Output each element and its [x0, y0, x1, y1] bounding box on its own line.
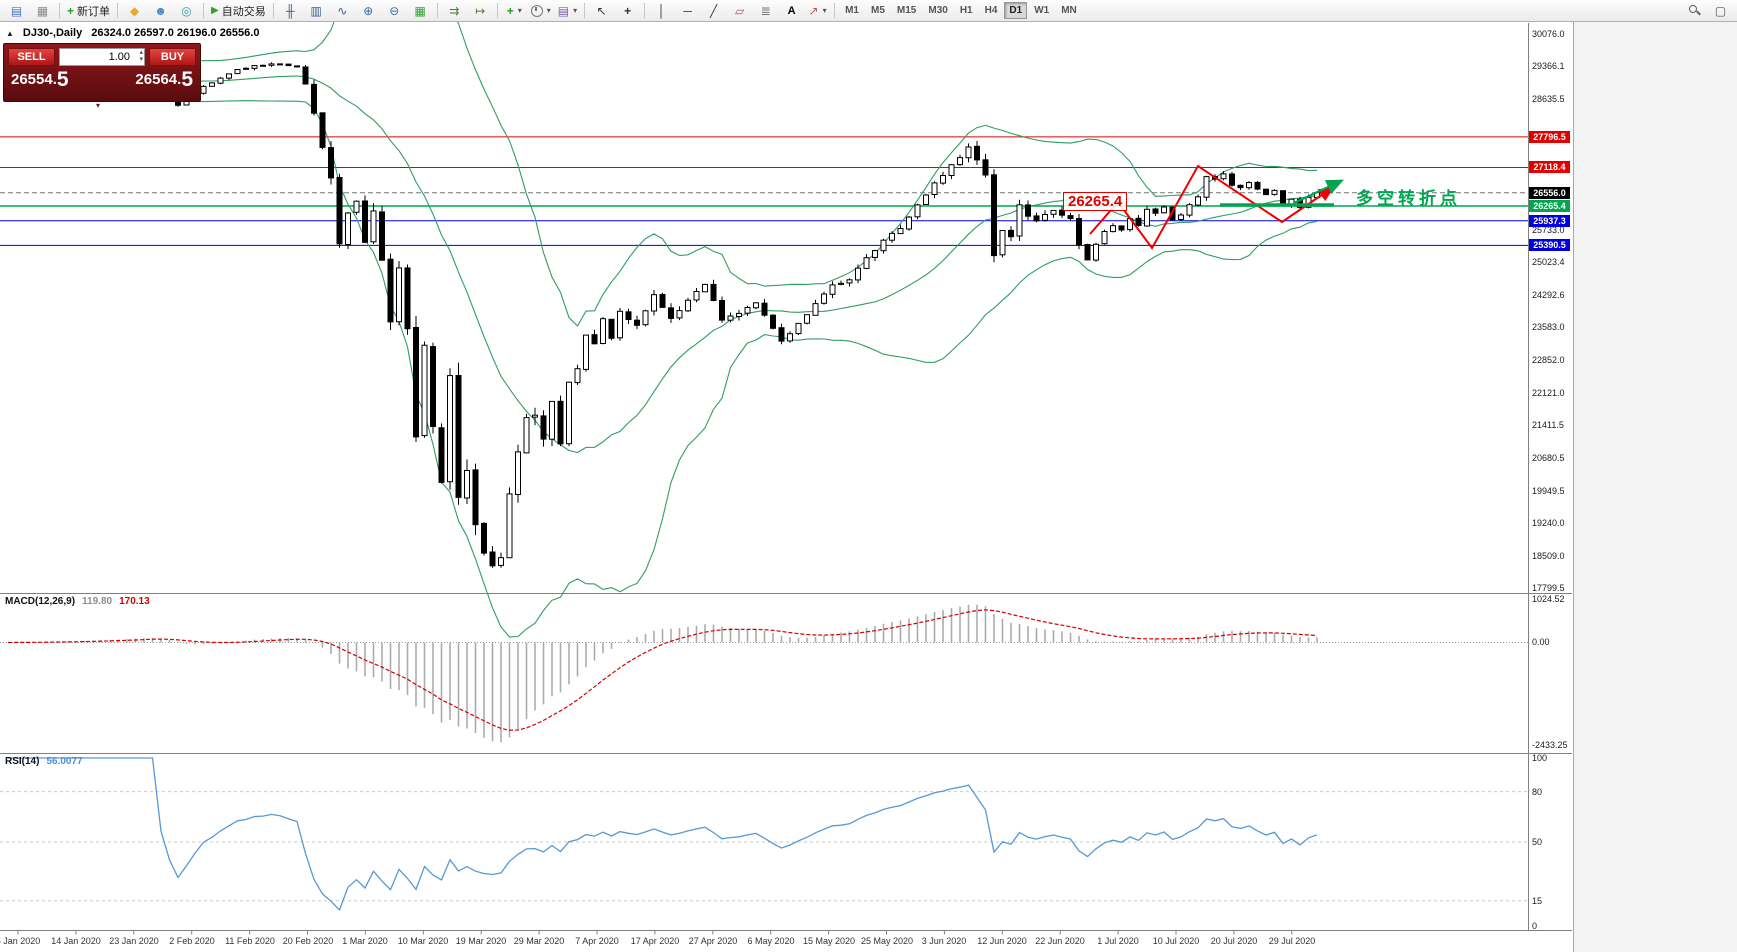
- rsi-label: RSI(14) 56.0077: [5, 756, 83, 767]
- chevron-down-icon: ▾: [822, 6, 827, 15]
- toolbar-separator: [644, 3, 646, 18]
- rsi-name: RSI(14): [5, 756, 40, 767]
- candlestick-chart-icon[interactable]: ▥: [310, 3, 322, 18]
- right-dock-area: [1573, 22, 1737, 952]
- chevron-down-icon: ▾: [517, 6, 522, 15]
- timeframe-d1[interactable]: D1: [1004, 2, 1028, 19]
- toolbar-separator: [272, 3, 274, 18]
- macd-label: MACD(12,26,9) 119.80 170.13: [5, 596, 150, 607]
- toolbar: ▤ ▦ + 新订单 ◆ ☻ ◎ ▶ 自动交易 ╫ ▥ ∿ ⊕ ⊖ ▦ ⇉ ↦ +…: [0, 0, 1737, 22]
- metaquotes-icon[interactable]: ◆: [129, 3, 140, 18]
- ohlc-values: 26324.0 26597.0 26196.0 26556.0: [91, 27, 260, 39]
- timeframe-m30[interactable]: M30: [928, 5, 948, 16]
- fibonacci-icon[interactable]: ≣: [760, 3, 771, 18]
- profiles-icon[interactable]: ▦: [36, 3, 49, 18]
- toolbar-separator: [584, 3, 586, 18]
- chart-ohlc-header: ▲ DJ30-,Daily 26324.0 26597.0 26196.0 26…: [6, 27, 259, 39]
- sell-price: 26554. 5: [11, 68, 69, 91]
- timeframe-mn[interactable]: MN: [1061, 5, 1077, 16]
- autotrading-label: 自动交易: [221, 5, 266, 18]
- annotation-turning-point-text[interactable]: 多空转折点: [1356, 189, 1461, 208]
- search-icon[interactable]: [1682, 1, 1707, 21]
- timeframe-w1[interactable]: W1: [1034, 5, 1050, 16]
- community-icon[interactable]: ☻: [154, 3, 167, 18]
- clock-icon: [530, 4, 543, 17]
- periods-icon[interactable]: ▾: [528, 1, 554, 21]
- trendline-icon[interactable]: ╱: [709, 3, 718, 18]
- new-order-label: 新订单: [77, 5, 111, 18]
- one-click-trading-panel: SELL 1.00 ▴ ▾ BUY 26554. 5 26564. 5: [3, 43, 201, 102]
- symbol-label: DJ30-,Daily: [22, 27, 83, 39]
- buy-button[interactable]: BUY: [149, 48, 196, 66]
- one-click-toggle-icon[interactable]: ▲: [6, 28, 14, 38]
- timeframe-bar: M1 M5 M15 M30 H1 H4 D1 W1 MN: [839, 2, 1083, 19]
- macd-name: MACD(12,26,9): [5, 596, 76, 607]
- toolbar-separator: [436, 3, 438, 18]
- chart-shift-icon[interactable]: ↦: [475, 3, 486, 18]
- macd-value-main: 119.80: [82, 596, 113, 607]
- new-chart-icon[interactable]: ▤: [10, 3, 23, 18]
- sell-button[interactable]: SELL: [8, 48, 55, 66]
- zoom-in-icon[interactable]: ⊕: [363, 3, 374, 18]
- sell-price-frac: 5: [56, 68, 69, 91]
- new-order-button[interactable]: + 新订单: [64, 1, 113, 21]
- fullscreen-icon[interactable]: ▢: [1714, 3, 1727, 18]
- indicators-icon[interactable]: + ▾: [506, 3, 522, 18]
- bar-chart-icon[interactable]: ╫: [285, 3, 295, 18]
- timeframe-h1[interactable]: H1: [959, 5, 973, 16]
- toolbar-separator: [496, 3, 498, 18]
- volume-value: 1.00: [108, 51, 130, 63]
- annotation-price-label[interactable]: 26265.4: [1063, 192, 1128, 211]
- toolbar-separator: [834, 3, 836, 18]
- volume-spinner[interactable]: ▴ ▾: [139, 49, 143, 63]
- new-order-plus-icon: +: [67, 3, 75, 18]
- vertical-line-icon[interactable]: │: [657, 3, 666, 18]
- zoom-out-icon[interactable]: ⊖: [389, 3, 400, 18]
- buy-price-main: 26564.: [135, 71, 182, 88]
- auto-scroll-icon[interactable]: ⇉: [449, 3, 460, 18]
- text-label-icon[interactable]: A: [787, 4, 796, 17]
- toolbar-separator: [117, 3, 119, 18]
- chevron-down-icon: ▾: [573, 6, 578, 15]
- timeframe-m1[interactable]: M1: [845, 5, 859, 16]
- trade-panel-collapse-icon[interactable]: ▾: [96, 101, 101, 110]
- volume-field[interactable]: 1.00 ▴ ▾: [59, 48, 145, 66]
- templates-icon[interactable]: ▤ ▾: [557, 3, 578, 18]
- chevron-down-icon: ▾: [546, 6, 551, 15]
- arrows-tool-icon[interactable]: ↗ ▾: [808, 3, 827, 18]
- line-chart-icon[interactable]: ∿: [337, 3, 348, 18]
- timeframe-h4[interactable]: H4: [984, 5, 998, 16]
- macd-value-signal: 170.13: [119, 596, 150, 607]
- timeframe-m15[interactable]: M15: [896, 5, 917, 16]
- buy-price-frac: 5: [181, 68, 193, 91]
- toolbar-separator: [59, 3, 60, 18]
- rsi-value: 56.0077: [46, 756, 83, 767]
- spinner-up-icon[interactable]: ▴: [139, 49, 143, 56]
- autotrading-button[interactable]: ▶ 自动交易: [208, 1, 269, 21]
- toolbar-separator: [203, 3, 205, 18]
- tile-windows-icon[interactable]: ▦: [414, 3, 426, 18]
- spinner-down-icon[interactable]: ▾: [139, 56, 143, 63]
- sell-price-main: 26554.: [11, 71, 57, 88]
- crosshair-icon[interactable]: +: [624, 3, 632, 18]
- market-icon[interactable]: ◎: [181, 3, 192, 18]
- timeframe-m5[interactable]: M5: [871, 5, 885, 16]
- horizontal-line-icon[interactable]: ─: [683, 3, 692, 18]
- cursor-icon[interactable]: ↖: [596, 3, 607, 18]
- autotrading-play-icon: ▶: [211, 5, 219, 16]
- channel-icon[interactable]: ▱: [734, 3, 745, 18]
- buy-price: 26564. 5: [135, 68, 193, 91]
